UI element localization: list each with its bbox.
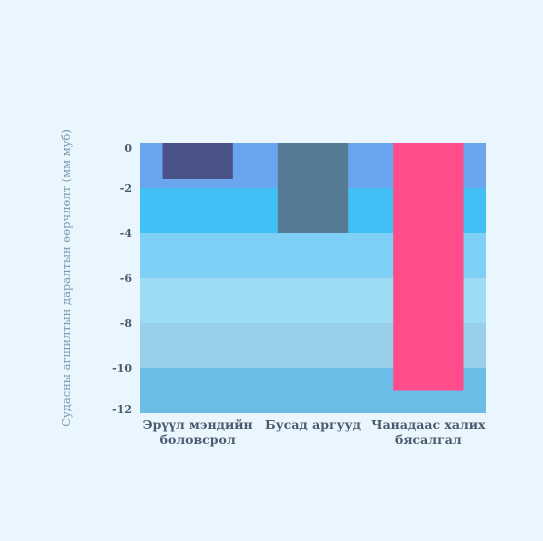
y-tick-label-0: 0 [124,142,132,155]
bar-2 [393,143,464,391]
bars [162,143,464,391]
bar-1 [277,143,349,233]
y-tick-label-1: -2 [120,182,132,195]
bar-0 [162,143,233,179]
y-tick-label-3: -6 [120,272,133,285]
x-tick-label-line: Бусад аргууд [265,417,361,432]
x-axis-ticks: Эрүүл мэндийн боловсрол Бусад аргууд Чанада… [143,417,486,447]
x-tick-label-2: Чанадаас халих бясалгал [371,417,486,447]
y-axis-ticks: 0 -2 -4 -6 -8 -10 -12 [112,142,132,416]
y-tick-label-2: -4 [120,227,133,240]
x-tick-label-line: Чанадаас халих [371,417,486,432]
x-tick-label-line: боловсрол [160,432,236,447]
y-tick-label-5: -10 [112,362,132,375]
y-tick-label-6: -12 [112,403,132,416]
x-tick-label-line: Эрүүл мэндийн [143,417,253,432]
x-tick-label-0: Эрүүл мэндийн боловсрол [143,417,253,447]
y-tick-label-4: -8 [120,317,133,330]
x-tick-label-1: Бусад аргууд [265,417,361,432]
y-axis-label: Судасны агшилтын даралтын өөрчлөлт (мм м… [59,129,73,427]
x-tick-label-line: бясалгал [395,432,462,447]
